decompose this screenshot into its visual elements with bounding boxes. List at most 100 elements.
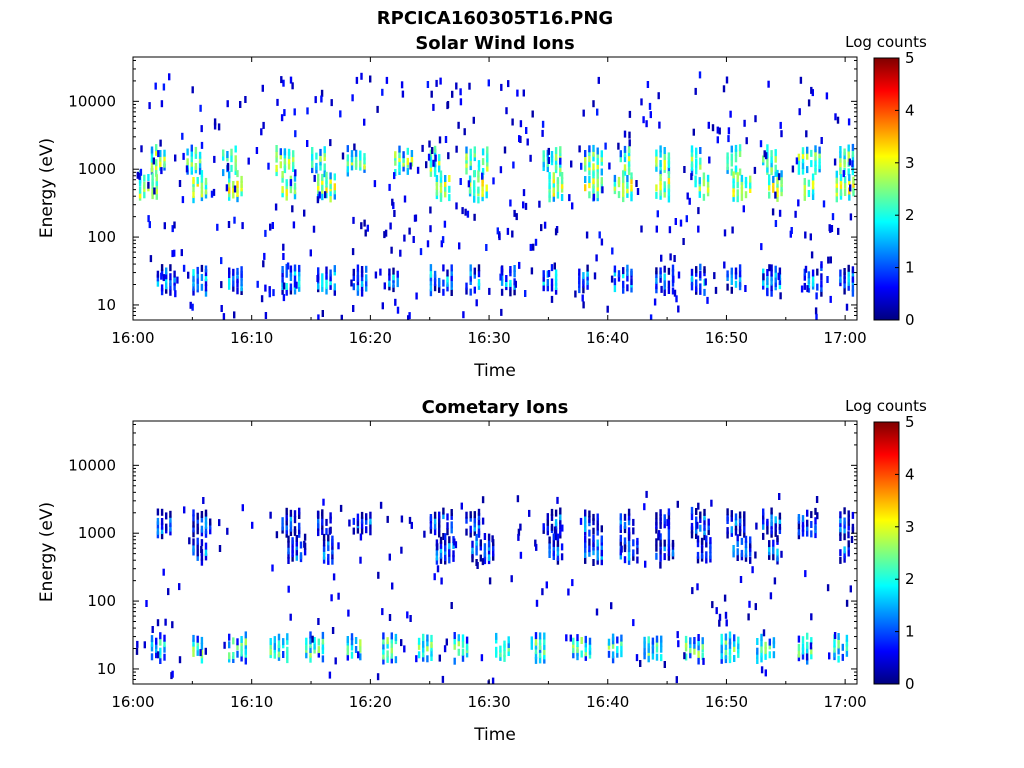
heatmap-cell	[313, 642, 316, 650]
heatmap-cell	[277, 644, 281, 652]
heatmap-cell	[636, 537, 639, 545]
heatmap-cell	[698, 190, 701, 198]
heatmap-cell	[275, 150, 278, 158]
heatmap-cell	[778, 512, 782, 520]
heatmap-cell	[323, 170, 326, 178]
heatmap-cell	[298, 507, 301, 515]
plot-frame	[132, 420, 858, 685]
heatmap-cell	[444, 184, 447, 192]
heatmap-cell	[598, 231, 601, 239]
heatmap-cell	[809, 233, 812, 241]
heatmap-cell	[766, 518, 769, 526]
heatmap-cell	[328, 527, 331, 535]
heatmap-cell	[815, 313, 818, 320]
heatmap-cell	[814, 523, 817, 531]
heatmap-cell	[768, 552, 771, 560]
heatmap-cell	[845, 303, 849, 311]
heatmap-cell	[281, 171, 284, 178]
heatmap-cell	[690, 268, 694, 276]
heatmap-cell	[738, 168, 742, 176]
heatmap-cell	[843, 555, 846, 563]
heatmap-cell	[567, 588, 570, 596]
heatmap-cell	[550, 514, 554, 521]
heatmap-cell	[697, 638, 700, 646]
heatmap-cell	[507, 636, 510, 644]
heatmap-cell	[352, 517, 355, 525]
heatmap-cell	[810, 530, 813, 538]
heatmap-cell	[818, 146, 821, 154]
x-tick-label: 16:10	[230, 693, 273, 711]
heatmap-cell	[554, 519, 558, 527]
heatmap-cell	[695, 532, 698, 539]
heatmap-cell	[550, 284, 554, 292]
heatmap-cell	[156, 508, 160, 516]
heatmap-cell	[429, 164, 433, 172]
heatmap-cell	[327, 538, 330, 546]
heatmap-cell	[394, 158, 397, 166]
heatmap-cell	[619, 552, 622, 560]
heatmap-cell	[659, 513, 662, 521]
heatmap-cell	[778, 267, 782, 275]
heatmap-cell	[446, 522, 449, 530]
heatmap-cell	[655, 526, 658, 534]
heatmap-cell	[763, 150, 766, 158]
heatmap-cell	[163, 154, 166, 162]
heatmap-cell	[814, 517, 817, 525]
heatmap-cell	[477, 270, 481, 278]
heatmap-cell	[165, 512, 168, 520]
heatmap-cell	[552, 543, 555, 551]
heatmap-cell	[559, 146, 562, 154]
heatmap-cell	[659, 188, 662, 196]
heatmap-cell	[647, 641, 650, 649]
heatmap-cell	[667, 171, 671, 179]
heatmap-cell	[450, 512, 453, 520]
heatmap-cell	[430, 634, 433, 642]
heatmap-cell	[726, 527, 729, 535]
heatmap-cell	[630, 278, 633, 286]
heatmap-cell	[697, 643, 700, 651]
heatmap-cell	[556, 184, 560, 192]
heatmap-cell	[803, 182, 806, 190]
heatmap-cell	[269, 223, 272, 231]
heatmap-cell	[390, 656, 393, 664]
heatmap-cell	[843, 272, 846, 280]
heatmap-cell	[461, 640, 465, 648]
heatmap-cell	[317, 638, 320, 646]
heatmap-cell	[772, 651, 776, 659]
heatmap-cell	[596, 513, 599, 521]
heatmap-cell	[690, 506, 694, 514]
heatmap-cell	[150, 653, 154, 661]
heatmap-cell	[607, 638, 611, 646]
heatmap-cell	[541, 588, 544, 596]
heatmap-cell	[660, 635, 663, 643]
heatmap-cell	[806, 146, 809, 154]
heatmap-cell	[228, 633, 231, 641]
heatmap-cell	[736, 195, 739, 203]
heatmap-cell	[204, 517, 208, 525]
heatmap-cell	[433, 522, 437, 530]
heatmap-cell	[737, 650, 740, 658]
heatmap-cell	[542, 160, 545, 168]
heatmap-cell	[453, 657, 456, 665]
heatmap-cell	[147, 215, 150, 223]
heatmap-cell	[281, 186, 284, 194]
heatmap-cell	[169, 288, 172, 296]
heatmap-cell	[317, 521, 320, 529]
heatmap-cells	[136, 71, 855, 320]
heatmap-cell	[150, 155, 154, 163]
heatmap-cell	[390, 636, 393, 644]
heatmap-cell	[659, 521, 662, 529]
heatmap-cell	[256, 280, 259, 288]
heatmap-cell	[435, 557, 439, 565]
heatmap-cell	[803, 273, 806, 281]
heatmap-cell	[709, 546, 712, 554]
heatmap-cell	[715, 607, 718, 615]
heatmap-cell	[552, 189, 555, 197]
heatmap-cell	[541, 120, 545, 128]
heatmap-cell	[457, 634, 460, 642]
heatmap-cell	[469, 525, 472, 533]
heatmap-cell	[730, 153, 733, 161]
heatmap-cell	[600, 155, 603, 162]
heatmap-cell	[381, 302, 384, 310]
heatmap-cell	[667, 167, 671, 174]
